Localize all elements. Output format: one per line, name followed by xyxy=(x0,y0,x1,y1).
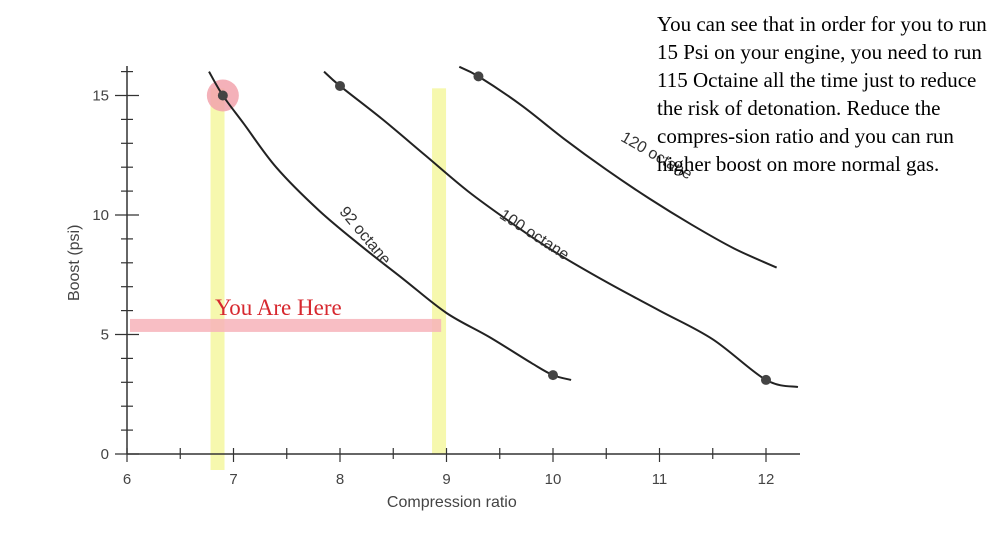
x-tick-label: 11 xyxy=(652,471,668,488)
x-axis-title: Compression ratio xyxy=(387,494,517,511)
y-tick-label: 5 xyxy=(101,327,109,344)
x-tick-label: 9 xyxy=(442,471,450,488)
axes: 0 5 10 15 6 7 8 9 10 11 12 Compression ratio Boost (… xyxy=(66,66,800,511)
x-tick-label: 7 xyxy=(229,471,237,488)
x-tick-label: 6 xyxy=(123,471,131,488)
x-tick-label: 10 xyxy=(545,471,562,488)
marker-92-octane xyxy=(548,370,558,381)
marker-120-octane xyxy=(473,71,484,82)
marker-92-octane xyxy=(217,90,228,101)
marker-100-octane xyxy=(761,374,771,385)
curve-label-92-octane: 92 octane xyxy=(336,204,394,269)
x-tick-label: 8 xyxy=(336,471,344,488)
explanation-note: You can see that in order for you to run… xyxy=(657,12,987,176)
y-tick-label: 15 xyxy=(92,88,109,105)
marker-100-octane xyxy=(335,80,345,91)
y-tick-label: 10 xyxy=(92,207,109,224)
y-tick-label: 0 xyxy=(101,446,109,463)
octane-curves xyxy=(208,65,799,389)
y-axis-title: Boost (psi) xyxy=(66,225,83,301)
you-are-here-label: You Are Here xyxy=(215,295,342,320)
curve-120-octane xyxy=(458,65,778,269)
vertical-highlight-band xyxy=(210,88,225,470)
vertical-highlight-band xyxy=(432,88,447,454)
curve-100-octane xyxy=(323,70,799,389)
x-tick-label: 12 xyxy=(758,471,775,488)
curve-92-octane xyxy=(208,71,572,381)
curve-label-100-octane: 100 octane xyxy=(496,206,572,263)
horizontal-highlight-band xyxy=(130,318,442,332)
